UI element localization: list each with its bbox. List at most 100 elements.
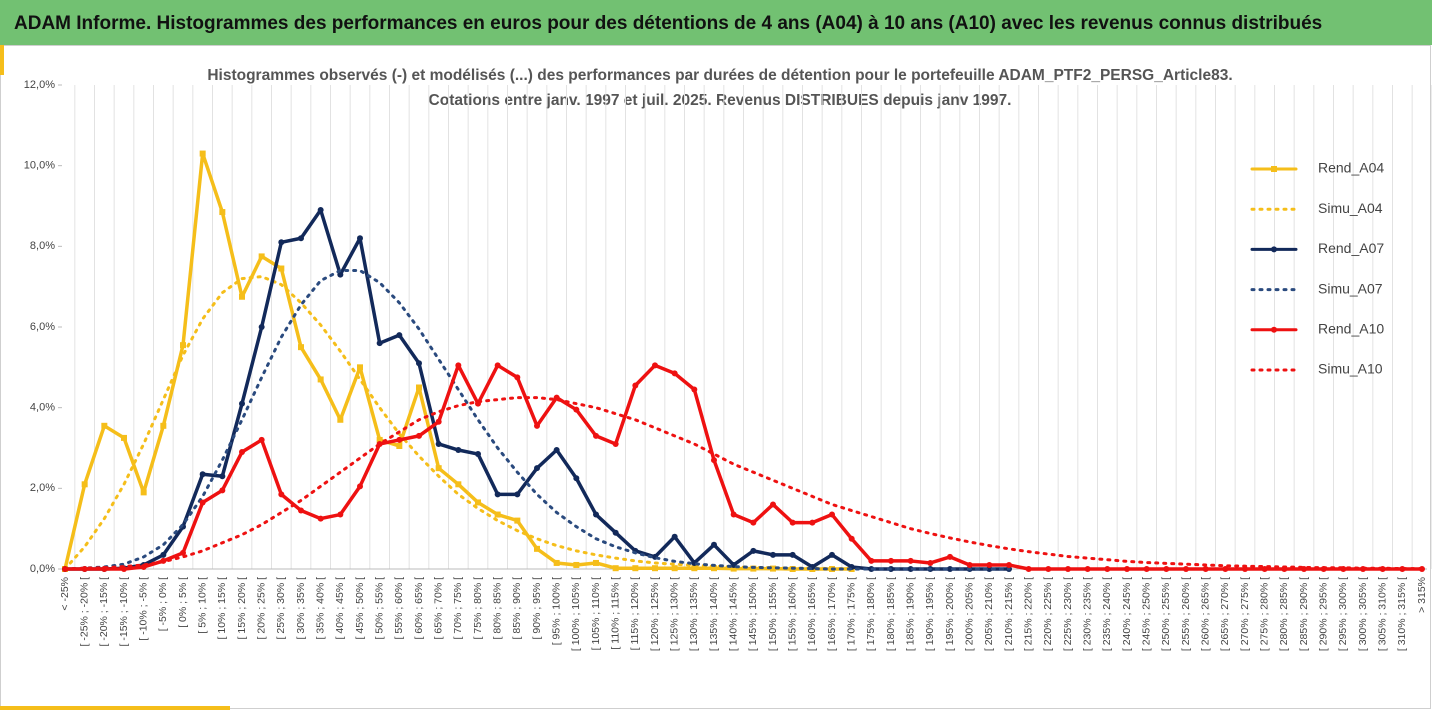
marker — [121, 434, 127, 441]
marker — [1163, 566, 1170, 572]
x-tick-label: [ 105% ; 110% [ — [590, 577, 602, 650]
marker — [927, 559, 934, 566]
marker — [219, 209, 226, 216]
marker — [337, 416, 344, 423]
y-tick-label: 8,0% — [30, 240, 55, 252]
marker — [868, 557, 875, 564]
marker — [711, 565, 717, 572]
marker — [298, 344, 304, 351]
x-tick-label: [ 100% ; 105% [ — [570, 577, 582, 651]
x-tick-label: [ 180% ; 185% [ — [885, 577, 897, 651]
x-tick-label: [ 160% ; 165% [ — [806, 577, 818, 651]
y-tick-label: 4,0% — [30, 402, 55, 414]
x-tick-label: [ 250% ; 255% [ — [1160, 577, 1172, 651]
marker — [632, 565, 639, 572]
marker — [239, 293, 245, 300]
x-tick-label: [ 65% ; 70% [ — [432, 577, 444, 640]
x-tick-label: [ 60% ; 65% [ — [413, 577, 425, 640]
x-tick-label: [ -20% ; -15% [ — [98, 577, 110, 647]
marker — [691, 386, 698, 393]
marker — [337, 511, 344, 518]
x-tick-label: [ 190% ; 195% [ — [924, 577, 936, 651]
legend-label: Simu_A04 — [1318, 200, 1383, 216]
marker — [455, 447, 462, 454]
marker — [199, 150, 206, 157]
marker — [199, 499, 206, 506]
series-line — [63, 396, 1424, 571]
marker — [416, 360, 422, 367]
x-tick-label: [ 270% ; 275% [ — [1239, 577, 1251, 651]
x-tick-label: [ 85% ; 90% [ — [511, 577, 523, 640]
marker — [376, 340, 383, 347]
x-tick-label: [ 285% ; 290% [ — [1298, 577, 1310, 651]
marker — [494, 491, 501, 498]
header-title: ADAM Informe. Histogrammes des performan… — [14, 13, 1322, 34]
marker — [691, 565, 698, 572]
x-tick-label: [ 230% ; 235% [ — [1081, 577, 1093, 651]
x-tick-label: [ 40% ; 45% [ — [334, 577, 346, 640]
marker — [612, 565, 619, 572]
marker — [219, 473, 226, 480]
accent — [0, 706, 230, 710]
marker — [435, 418, 442, 425]
marker — [829, 511, 835, 518]
marker — [278, 239, 285, 246]
x-tick-label: [ 305% ; 310% [ — [1376, 577, 1388, 651]
marker — [239, 449, 245, 456]
marker — [180, 342, 186, 349]
marker — [258, 436, 265, 443]
marker — [534, 422, 540, 429]
x-tick-label: [ 205% ; 210% [ — [983, 577, 995, 651]
x-tick-label: [ 20% ; 25% [ — [255, 577, 267, 640]
marker — [966, 561, 973, 568]
marker — [199, 471, 206, 478]
y-tick-label: 2,0% — [30, 482, 55, 494]
y-tick-label: 12,0% — [24, 79, 55, 91]
marker — [1045, 566, 1052, 572]
x-tick-label: [ 140% ; 145% [ — [727, 577, 739, 651]
x-tick-label: [ 300% ; 305% [ — [1357, 577, 1369, 651]
x-tick-label: [ 260% ; 265% [ — [1199, 577, 1211, 651]
legend-label: Rend_A04 — [1318, 160, 1384, 176]
x-tick-label: [ 280% ; 285% [ — [1278, 577, 1290, 651]
x-tick-label: [ 115% ; 120% [ — [629, 577, 641, 650]
y-tick-label: 6,0% — [30, 321, 55, 333]
marker — [317, 515, 324, 522]
marker — [416, 432, 422, 439]
marker — [947, 566, 953, 572]
marker — [435, 440, 442, 447]
marker — [1143, 566, 1150, 572]
marker — [1065, 566, 1071, 572]
marker — [317, 376, 324, 383]
marker — [298, 235, 304, 242]
marker — [1183, 566, 1189, 572]
marker — [337, 271, 344, 278]
x-tick-label: [ 125% ; 130% [ — [668, 577, 680, 651]
x-tick-label: [ 175% ; 180% [ — [865, 577, 877, 651]
marker — [317, 207, 324, 214]
marker — [829, 551, 835, 558]
marker — [534, 465, 540, 472]
x-tick-label: [ 5% ; 10% [ — [196, 577, 208, 634]
x-tick-label: [ 295% ; 300% [ — [1337, 577, 1349, 651]
marker — [632, 382, 639, 389]
marker — [671, 533, 678, 540]
marker — [907, 566, 914, 572]
x-tick-label: [ 35% ; 40% [ — [314, 577, 326, 640]
marker — [278, 491, 285, 498]
marker — [553, 447, 560, 454]
x-tick-label: [ 80% ; 85% [ — [491, 577, 503, 640]
marker — [848, 535, 855, 542]
x-tick-label: [ 90% ; 95% [ — [531, 577, 543, 640]
marker — [593, 559, 599, 566]
header-bar — [0, 0, 1432, 45]
x-tick-label: [ 275% ; 280% [ — [1258, 577, 1270, 651]
legend-label: Rend_A10 — [1318, 321, 1384, 337]
x-tick-label: [ 220% ; 225% [ — [1042, 577, 1054, 651]
marker — [1084, 566, 1091, 572]
marker — [514, 374, 521, 381]
marker — [1104, 566, 1111, 572]
marker — [396, 442, 403, 449]
x-tick-label: > 315% — [1416, 577, 1428, 613]
x-tick-label: [ 95% ; 100% [ — [550, 577, 562, 645]
